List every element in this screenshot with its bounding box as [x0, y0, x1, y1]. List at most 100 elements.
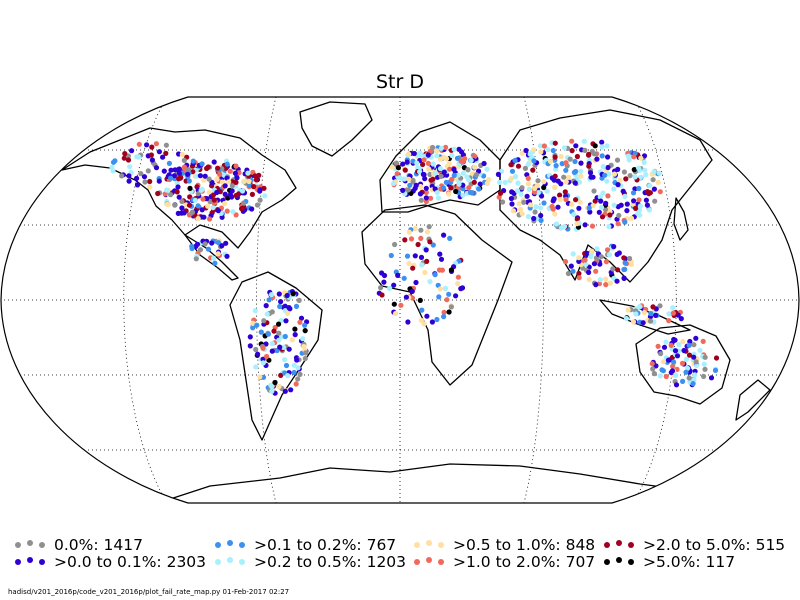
station-marker: [603, 200, 609, 206]
station-marker: [193, 243, 199, 249]
station-marker: [272, 379, 278, 386]
station-marker: [637, 212, 643, 218]
station-marker: [186, 178, 192, 184]
station-marker: [417, 191, 423, 197]
station-marker: [446, 309, 452, 315]
station-marker: [410, 265, 416, 271]
station-marker: [147, 178, 153, 185]
station-marker: [582, 147, 588, 153]
station-marker: [122, 151, 128, 157]
station-marker: [134, 182, 141, 188]
station-marker: [294, 357, 300, 363]
station-marker: [668, 342, 674, 348]
station-marker: [590, 202, 596, 209]
station-marker: [257, 197, 263, 203]
station-marker: [578, 160, 584, 166]
station-marker: [508, 195, 514, 202]
station-marker: [134, 175, 140, 181]
station-marker: [379, 292, 385, 298]
station-marker: [671, 336, 677, 343]
station-marker: [404, 253, 411, 259]
station-marker: [109, 164, 115, 171]
station-marker: [219, 243, 225, 249]
station-marker: [466, 177, 472, 183]
station-marker: [541, 200, 547, 206]
station-marker: [189, 209, 196, 215]
station-marker: [269, 388, 275, 394]
station-marker: [563, 167, 569, 173]
station-marker: [164, 201, 170, 207]
station-marker: [388, 252, 394, 259]
station-marker: [444, 297, 450, 303]
station-marker: [379, 270, 385, 276]
station-marker: [622, 219, 628, 225]
station-marker: [512, 157, 518, 164]
legend-entry-2: >0.1 to 0.2%: 767: [214, 536, 396, 554]
station-marker: [406, 151, 412, 157]
station-marker: [301, 343, 307, 350]
station-marker: [641, 153, 648, 159]
station-marker: [249, 191, 255, 197]
station-marker: [643, 197, 650, 203]
station-marker: [621, 255, 627, 261]
station-marker: [430, 161, 436, 167]
station-marker: [201, 214, 207, 220]
station-marker: [415, 241, 421, 248]
station-marker: [163, 142, 169, 148]
legend-marker-icon: [14, 536, 54, 554]
station-marker: [441, 309, 447, 315]
station-marker: [622, 193, 628, 199]
legend-label: >5.0%: 117: [643, 553, 736, 571]
station-marker: [215, 165, 221, 171]
station-marker: [651, 186, 658, 192]
station-marker: [663, 339, 669, 345]
station-marker: [691, 354, 697, 360]
station-marker: [678, 316, 684, 322]
station-marker: [425, 152, 431, 158]
station-marker: [285, 373, 291, 379]
station-marker: [129, 148, 135, 154]
station-marker: [680, 339, 686, 345]
station-marker: [302, 322, 308, 328]
station-marker: [119, 173, 125, 179]
station-marker: [195, 215, 201, 222]
station-marker: [570, 268, 576, 274]
station-marker: [541, 179, 547, 185]
station-marker: [594, 246, 600, 252]
station-marker: [627, 173, 633, 179]
station-marker: [443, 179, 449, 185]
station-marker: [453, 293, 459, 299]
station-marker: [422, 269, 428, 276]
station-marker: [423, 185, 429, 191]
station-marker: [432, 272, 438, 278]
station-marker: [624, 201, 630, 207]
station-marker: [535, 190, 542, 196]
station-marker: [618, 202, 624, 208]
station-marker: [591, 151, 597, 157]
station-marker: [576, 275, 582, 281]
station-marker: [278, 317, 284, 324]
station-marker: [181, 210, 187, 216]
station-marker: [586, 269, 592, 275]
station-marker: [569, 138, 575, 144]
station-marker: [590, 174, 596, 180]
station-marker: [438, 173, 444, 179]
station-marker: [441, 232, 447, 238]
station-marker: [647, 183, 653, 189]
station-marker: [265, 331, 271, 337]
station-marker: [573, 168, 579, 175]
station-marker: [563, 160, 569, 166]
station-marker: [561, 145, 568, 151]
australia-outline: [635, 324, 731, 405]
station-marker: [286, 346, 292, 352]
station-marker: [602, 207, 609, 213]
station-marker: [391, 301, 397, 307]
station-marker: [532, 209, 538, 215]
station-marker: [484, 166, 490, 172]
station-marker: [438, 256, 445, 262]
station-marker: [264, 353, 270, 360]
station-marker: [604, 143, 610, 149]
station-marker: [127, 164, 133, 170]
station-marker: [293, 303, 300, 309]
station-marker: [199, 207, 205, 213]
